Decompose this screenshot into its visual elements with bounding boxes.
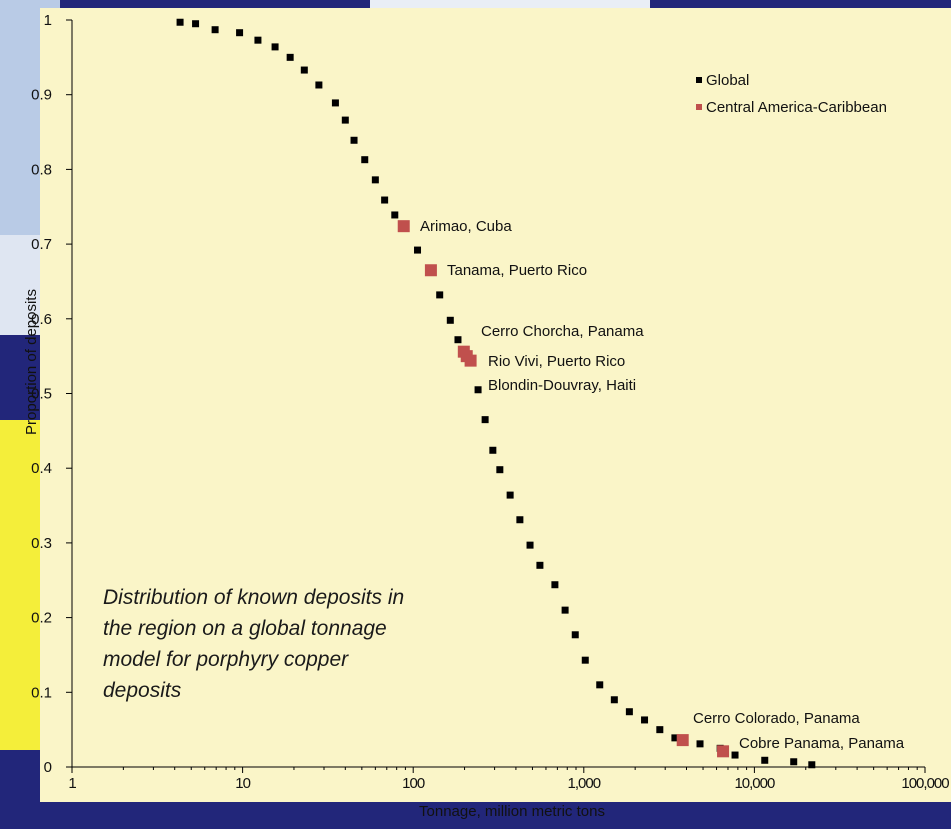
point-label: Rio Vivi, Puerto Rico xyxy=(488,353,625,370)
y-tick-label: 0.9 xyxy=(31,87,52,104)
data-point xyxy=(596,681,603,688)
legend-swatch xyxy=(696,104,702,110)
chart: Tonnage, million metric tons Proportion … xyxy=(0,0,951,824)
data-point xyxy=(641,716,648,723)
data-point xyxy=(496,466,503,473)
data-point xyxy=(790,758,797,765)
x-tick-label: 10,000 xyxy=(734,775,775,792)
legend-label: Global xyxy=(706,72,749,89)
data-point xyxy=(342,117,349,124)
data-point xyxy=(301,67,308,74)
data-point xyxy=(697,740,704,747)
data-point xyxy=(351,137,358,144)
y-tick-label: 0.1 xyxy=(31,684,52,701)
data-point xyxy=(516,516,523,523)
data-point xyxy=(489,447,496,454)
y-tick-label: 0.6 xyxy=(31,311,52,328)
x-tick-label: 10 xyxy=(235,775,250,792)
data-point xyxy=(626,708,633,715)
data-point xyxy=(381,197,388,204)
data-point xyxy=(761,757,768,764)
y-tick-label: 0.7 xyxy=(31,236,52,253)
data-point xyxy=(551,581,558,588)
y-tick-label: 0.4 xyxy=(31,460,52,477)
x-tick-label: 1,000 xyxy=(568,775,601,792)
data-point xyxy=(212,26,219,33)
data-point xyxy=(287,54,294,61)
data-point xyxy=(315,81,322,88)
point-label: Arimao, Cuba xyxy=(420,218,512,235)
caption: the region on a global tonnage xyxy=(103,617,387,640)
point-label: Cerro Colorado, Panama xyxy=(693,710,860,727)
data-point xyxy=(732,752,739,759)
legend-swatch xyxy=(696,77,702,83)
x-tick-label: 100 xyxy=(402,775,425,792)
data-point xyxy=(454,336,461,343)
y-tick-label: 0 xyxy=(44,759,52,776)
page: Tonnage, million metric tons Proportion … xyxy=(0,0,951,824)
data-point xyxy=(372,176,379,183)
y-tick-label: 0.3 xyxy=(31,535,52,552)
point-label: Cobre Panama, Panama xyxy=(739,735,905,752)
data-point xyxy=(482,416,489,423)
data-point xyxy=(465,355,477,367)
data-point xyxy=(475,386,482,393)
data-point xyxy=(572,631,579,638)
data-point xyxy=(436,291,443,298)
data-point xyxy=(717,745,729,757)
data-point xyxy=(611,696,618,703)
data-point xyxy=(398,220,410,232)
data-point xyxy=(562,607,569,614)
point-label: Cerro Chorcha, Panama xyxy=(481,323,644,340)
data-point xyxy=(582,657,589,664)
data-point xyxy=(361,156,368,163)
caption: Distribution of known deposits in xyxy=(103,586,404,609)
data-point xyxy=(254,37,261,44)
data-point xyxy=(677,734,689,746)
y-tick-label: 0.5 xyxy=(31,386,52,403)
data-point xyxy=(177,19,184,26)
caption: deposits xyxy=(103,679,182,702)
data-point xyxy=(447,317,454,324)
x-tick-label: 100,000 xyxy=(901,775,949,792)
data-point xyxy=(656,726,663,733)
data-point xyxy=(536,562,543,569)
data-point xyxy=(272,43,279,50)
data-point xyxy=(527,542,534,549)
y-tick-label: 0.2 xyxy=(31,610,52,627)
data-point xyxy=(507,492,514,499)
data-point xyxy=(192,20,199,27)
point-label: Blondin-Douvray, Haiti xyxy=(488,377,636,394)
x-axis-title: Tonnage, million metric tons xyxy=(419,803,605,820)
data-point xyxy=(414,247,421,254)
data-point xyxy=(332,99,339,106)
data-point xyxy=(236,29,243,36)
data-point xyxy=(808,761,815,768)
y-tick-label: 1 xyxy=(44,12,52,29)
caption: model for porphyry copper xyxy=(103,648,349,671)
point-label: Tanama, Puerto Rico xyxy=(447,262,587,279)
y-tick-label: 0.8 xyxy=(31,161,52,178)
data-point xyxy=(425,264,437,276)
legend-label: Central America-Caribbean xyxy=(706,99,887,116)
data-point xyxy=(391,211,398,218)
x-tick-label: 1 xyxy=(68,775,76,792)
